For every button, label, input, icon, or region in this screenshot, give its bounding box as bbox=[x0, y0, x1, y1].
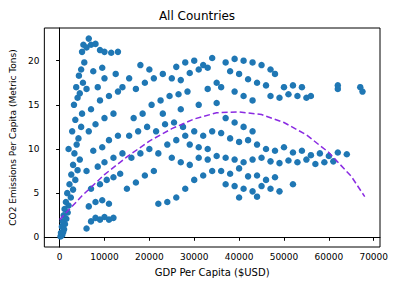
svg-text:15: 15 bbox=[28, 100, 39, 110]
svg-text:5: 5 bbox=[34, 188, 40, 198]
svg-text:10: 10 bbox=[28, 144, 40, 154]
svg-text:40000: 40000 bbox=[225, 252, 254, 262]
svg-text:70000: 70000 bbox=[359, 252, 388, 262]
svg-text:10000: 10000 bbox=[90, 252, 119, 262]
svg-text:60000: 60000 bbox=[315, 252, 344, 262]
svg-text:30000: 30000 bbox=[180, 252, 209, 262]
svg-text:50000: 50000 bbox=[270, 252, 299, 262]
svg-text:GDP Per Capita ($USD): GDP Per Capita ($USD) bbox=[155, 267, 270, 278]
svg-text:20000: 20000 bbox=[135, 252, 164, 262]
svg-text:CO2 Emissions Per Capita (Metr: CO2 Emissions Per Capita (Metric Tons) bbox=[8, 49, 18, 225]
svg-text:All Countries: All Countries bbox=[159, 9, 235, 23]
svg-text:0: 0 bbox=[34, 232, 40, 242]
svg-text:20: 20 bbox=[28, 56, 40, 66]
svg-text:0: 0 bbox=[57, 252, 63, 262]
